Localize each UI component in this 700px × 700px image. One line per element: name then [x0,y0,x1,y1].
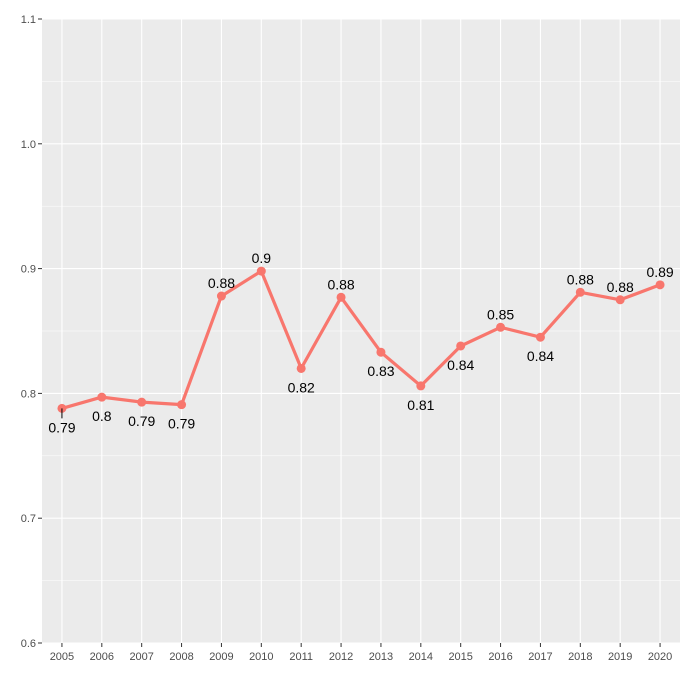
x-tick-label: 2017 [528,651,552,663]
y-tick-label: 1.0 [21,139,36,151]
data-point [97,392,107,402]
x-tick-label: 2015 [448,651,472,663]
data-label: 0.88 [327,276,354,292]
series-line [61,269,661,410]
data-point [336,292,346,302]
x-tick-label: 2019 [608,651,632,663]
x-tick-label: 2013 [369,651,393,663]
y-tick-label: 0.8 [21,388,36,400]
x-tick-label: 2018 [568,651,592,663]
x-tick-label: 2010 [249,651,273,663]
x-tick-label: 2009 [209,651,233,663]
data-point [655,280,665,290]
series-line-group [61,269,661,410]
data-label: 0.84 [527,348,554,364]
data-point [137,397,147,407]
data-label: 0.8 [92,408,112,424]
data-point [456,341,466,351]
data-points [57,266,665,413]
data-label: 0.88 [208,275,235,291]
data-point [535,332,545,342]
x-tick-label: 2016 [488,651,512,663]
data-point [615,295,625,305]
data-point [416,381,426,391]
data-label: 0.9 [252,250,272,266]
x-tick-label: 2020 [648,651,672,663]
data-point [496,322,506,332]
data-label: 0.79 [168,416,195,432]
data-label: 0.81 [407,397,434,413]
data-point [216,291,226,301]
x-tick-label: 2008 [169,651,193,663]
data-label: 0.88 [567,271,594,287]
data-point [296,363,306,373]
data-point [256,266,266,276]
x-tick-label: 2005 [50,651,74,663]
data-label: 0.82 [288,379,315,395]
data-label: 0.79 [128,413,155,429]
y-tick-label: 0.6 [21,638,36,650]
data-point [376,347,386,357]
data-label: 0.85 [487,306,514,322]
x-tick-label: 2007 [129,651,153,663]
x-tick-label: 2014 [409,651,433,663]
data-label: 0.79 [48,419,75,435]
x-tick-label: 2012 [329,651,353,663]
data-point [575,287,585,297]
data-point [177,400,187,410]
x-tick-label: 2011 [289,651,313,663]
y-axis: 0.6 0.7 0.8 0.9 1.0 1.1 [21,14,42,650]
data-label: 0.84 [447,357,474,373]
minor-gridlines [42,81,680,581]
data-label: 0.83 [367,363,394,379]
x-tick-label: 2006 [90,651,114,663]
data-labels: 0.79 0.8 0.79 0.79 0.88 0.9 0.82 0.88 0.83 0.81 0.… [48,250,674,435]
data-label: 0.89 [646,264,673,280]
y-tick-label: 0.7 [21,513,36,525]
x-axis: 2005 2006 2007 2008 2009 2010 2011 2012 2013 2014… [50,643,672,663]
y-tick-label: 1.1 [21,14,36,26]
data-label: 0.88 [607,279,634,295]
y-tick-label: 0.9 [21,264,36,276]
major-gridlines [42,18,680,644]
